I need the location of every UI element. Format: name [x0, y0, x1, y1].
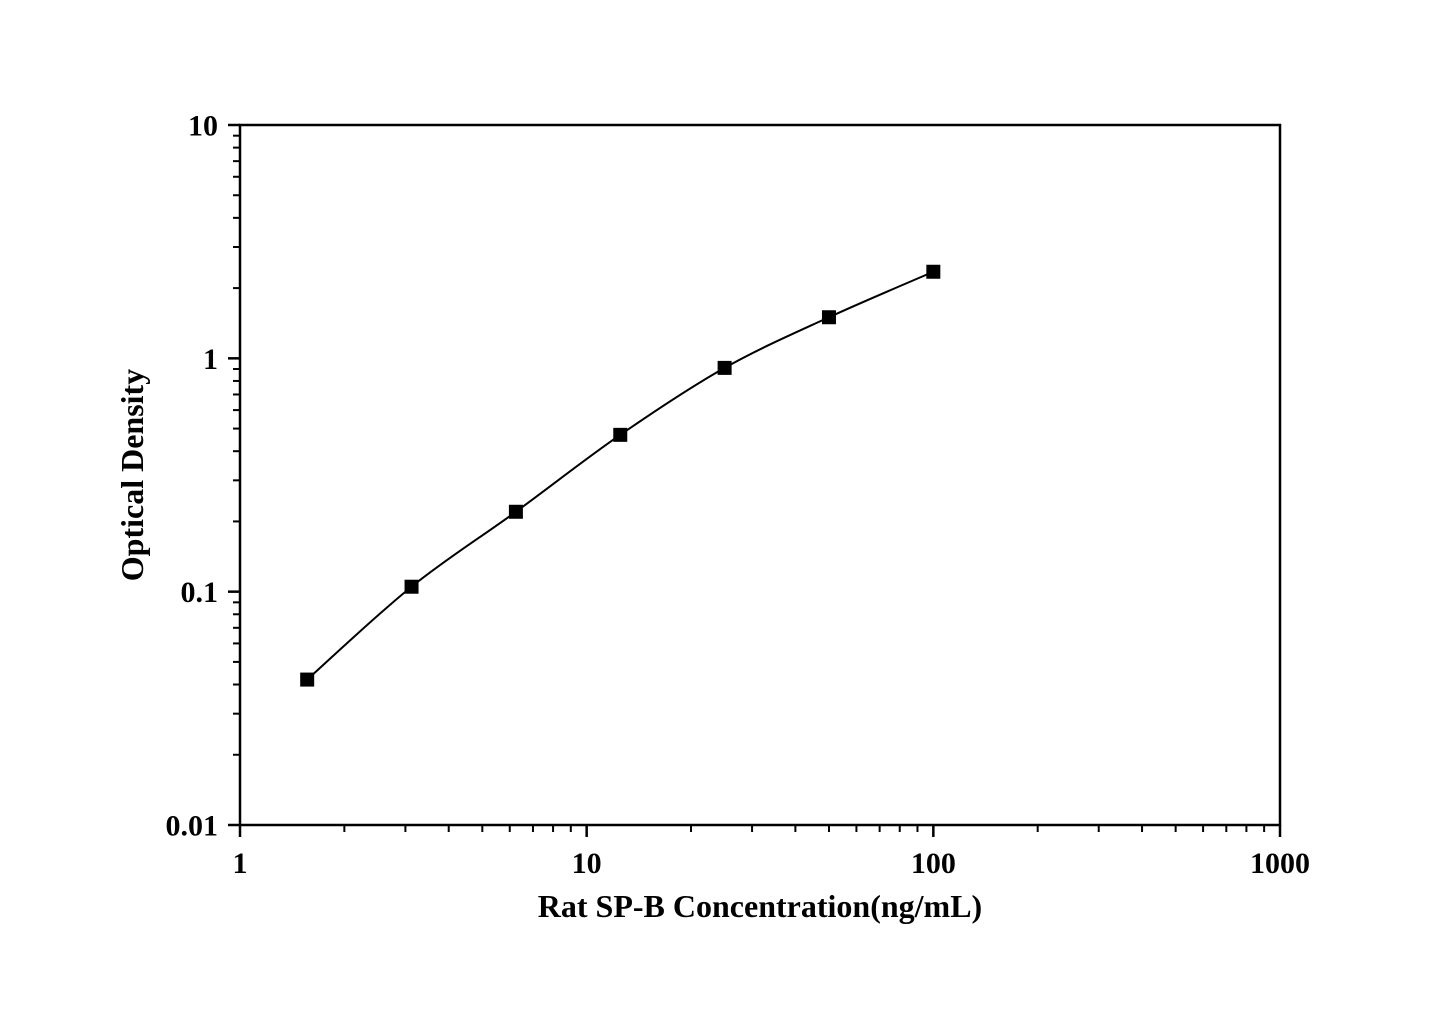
- data-line: [307, 272, 933, 680]
- plot-frame: [240, 125, 1280, 825]
- data-marker: [405, 580, 418, 593]
- x-tick-label: 1: [233, 847, 248, 880]
- x-axis-label: Rat SP-B Concentration(ng/mL): [538, 888, 982, 924]
- x-tick-label: 1000: [1250, 847, 1310, 880]
- data-marker: [301, 673, 314, 686]
- data-marker: [822, 311, 835, 324]
- y-axis-label: Optical Density: [114, 369, 150, 581]
- data-marker: [927, 265, 940, 278]
- y-tick-label: 10: [188, 110, 218, 143]
- y-tick-label: 1: [203, 343, 218, 376]
- chart-container: 1 10 100 1000 0.01 0.1 1 10 Rat SP-B Concentrati…: [0, 0, 1445, 1009]
- x-tick-label: 100: [911, 847, 956, 880]
- chart-svg: 1 10 100 1000 0.01 0.1 1 10 Rat SP-B Concentrati…: [0, 0, 1445, 1009]
- x-tick-label: 10: [572, 847, 602, 880]
- data-marker: [718, 361, 731, 374]
- y-tick-label: 0.1: [181, 576, 219, 609]
- data-marker: [614, 428, 627, 441]
- y-tick-label: 0.01: [166, 810, 219, 843]
- data-marker: [509, 505, 522, 518]
